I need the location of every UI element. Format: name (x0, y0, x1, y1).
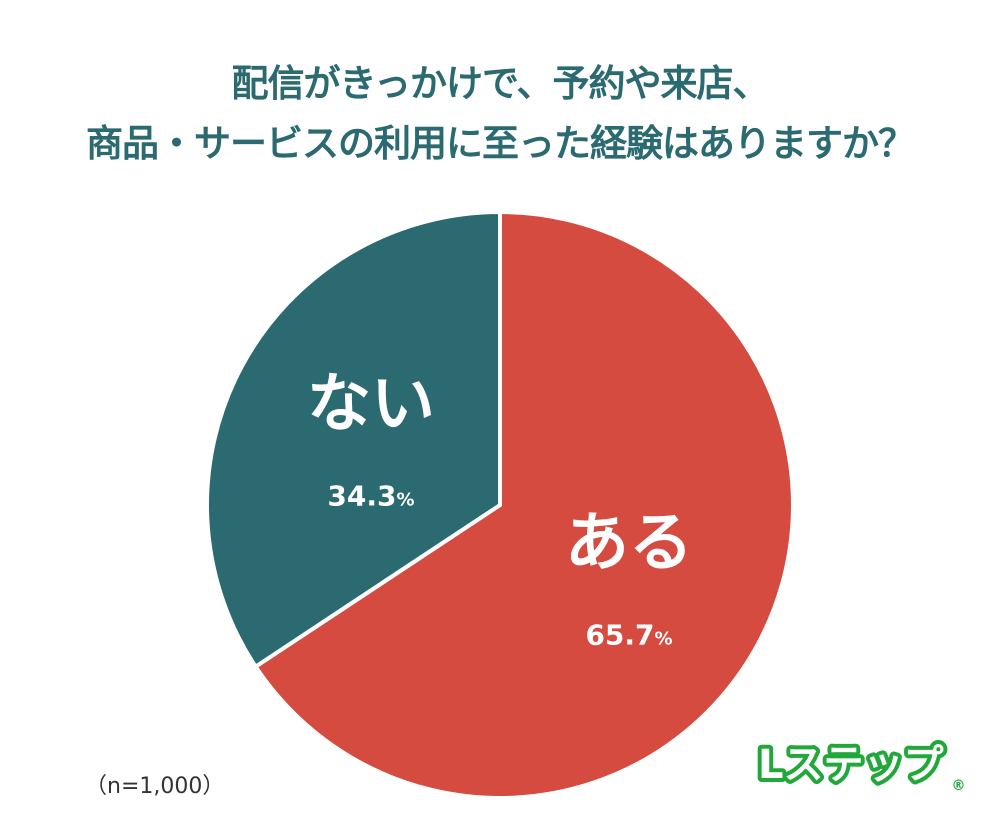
registered-mark: ® (952, 778, 966, 794)
pie-slice-yes (252, 209, 795, 800)
slice-value-label: 65.7% (585, 618, 672, 651)
slice-label: ない (307, 368, 435, 442)
logo-text: Lステップ (758, 742, 944, 788)
chart-title-line-1: 配信がきっかけで、予約や来店、 (231, 62, 769, 105)
sample-size-note: （n=1,000） (85, 774, 225, 799)
chart-title-line-2: 商品・サービスの利用に至った経験はありますか？ (86, 122, 915, 165)
pie-slice-no (205, 209, 502, 670)
lstep-logo: Lステップ ® (754, 738, 966, 794)
slice-label: ある (565, 506, 693, 580)
